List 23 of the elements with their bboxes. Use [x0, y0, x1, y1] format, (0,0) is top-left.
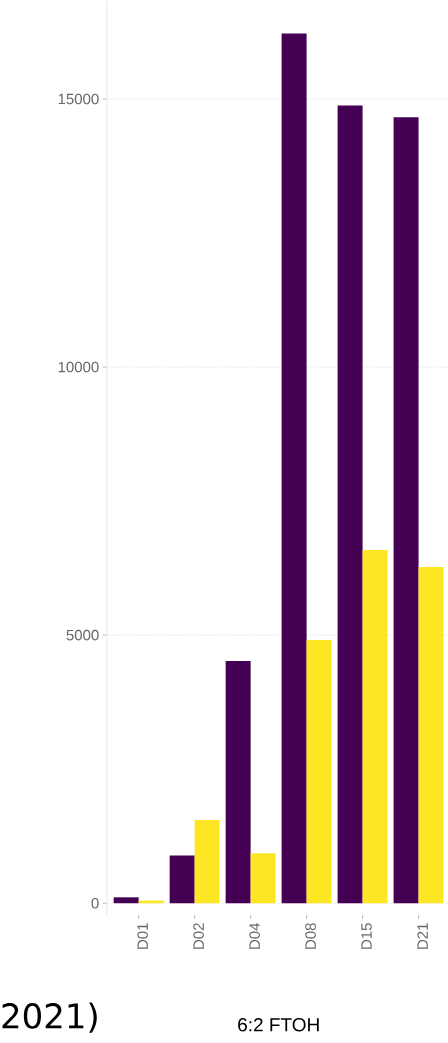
x-tick-label: D15	[361, 923, 372, 949]
bar	[362, 549, 388, 904]
x-tick-label: D02	[193, 923, 204, 949]
bar	[250, 853, 276, 904]
bar	[306, 639, 332, 904]
x-tick-label: D08	[305, 923, 316, 949]
bar	[113, 897, 139, 904]
text: 2021)	[2, 1002, 97, 1033]
x-tick-label: D04	[249, 922, 260, 949]
bar	[418, 567, 444, 904]
bar	[281, 33, 307, 904]
y-tick-label: 15000	[58, 93, 99, 105]
bar	[337, 105, 363, 904]
y-tick-label: 10000	[58, 361, 99, 373]
y-tick-label: 5000	[66, 629, 99, 641]
x-tick-label: D21	[417, 923, 428, 949]
bar	[393, 117, 419, 904]
x-tick-label: D01	[137, 923, 148, 949]
bar	[169, 855, 195, 904]
bar	[194, 820, 220, 904]
y-tick-label: 0	[91, 897, 99, 909]
x-axis-title: 6:2 FTOH	[238, 1018, 319, 1032]
bar	[225, 660, 251, 904]
